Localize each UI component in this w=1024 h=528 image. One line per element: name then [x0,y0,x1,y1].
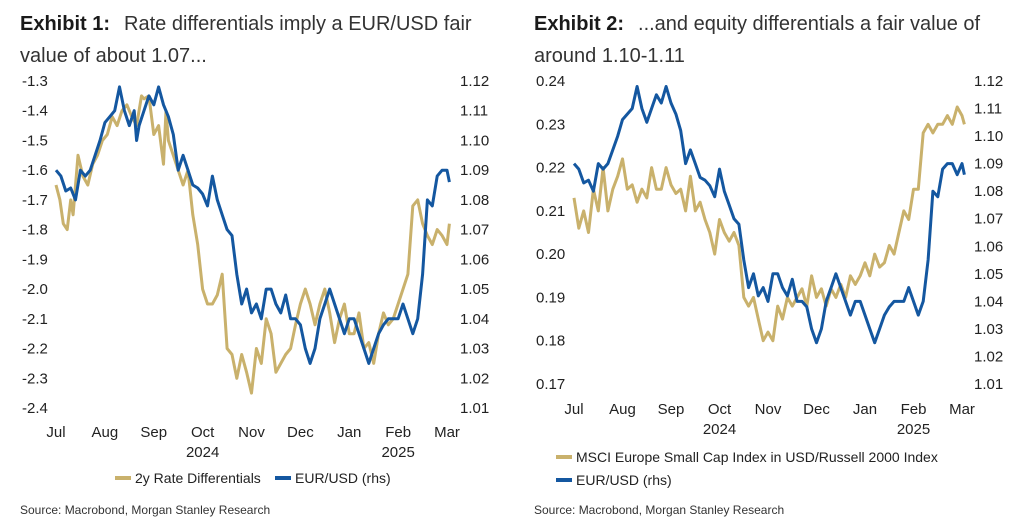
right-axis-tick-label: 1.07 [460,222,489,239]
left-axis-tick-label: -2.2 [22,341,48,358]
right-axis-tick-label: 1.12 [974,73,1003,90]
right-axis-tick-label: 1.05 [974,266,1003,283]
exhibit-2-title: Exhibit 2: ...and equity differentials a … [534,8,1004,72]
left-axis-tick-label: -1.5 [22,132,48,149]
exhibit-2-chart: 0.24 0.23 0.22 0.21 0.20 0.19 0.18 0.17 1.12 1.11… [536,73,1003,488]
x-axis-tick-label: Aug [92,424,119,441]
exhibit-1-chart: -1.3 -1.4 -1.5 -1.6 -1.7 -1.8 -1.9 -2.0 -2.1 -2.2… [22,73,489,486]
x-axis-tick-label: Sep [658,401,685,418]
right-axis-tick-label: 1.08 [460,192,489,209]
x-axis-year-label: 2025 [381,444,414,461]
right-axis-tick-label: 1.07 [974,211,1003,228]
x-axis-tick-label: Nov [755,401,782,418]
x-axis-tick-label: Jul [564,401,583,418]
left-axis-tick-label: -2.3 [22,370,48,387]
right-axis-tick-label: 1.12 [460,73,489,90]
left-axis-tick-label: 0.24 [536,73,565,90]
exhibit-2-panel: Exhibit 2: ...and equity differentials a … [514,0,1014,528]
exhibit-1-panel: Exhibit 1: Rate differentials imply a EUR… [0,0,500,528]
right-axis-tick-label: 1.03 [460,341,489,358]
exhibit-2-title-text: ...and equity differentials a fair value… [534,13,981,67]
x-axis-year-label: 2024 [703,421,736,438]
right-axis-tick-label: 1.01 [974,376,1003,393]
x-axis-tick-label: Aug [609,401,636,418]
exhibit-1-source: Source: Macrobond, Morgan Stanley Resear… [20,503,271,517]
left-axis-tick-label: -1.4 [22,103,48,120]
series-line-eurusd [54,85,451,365]
series-line-left-axis [54,94,451,395]
left-axis-tick-label: 0.23 [536,116,565,133]
left-axis-tick-label: -1.9 [22,251,48,268]
right-axis-tick-label: 1.10 [974,128,1003,145]
left-axis-tick-label: -1.8 [22,222,48,239]
x-axis-tick-label: Dec [287,424,314,441]
left-axis-tick-label: 0.22 [536,160,565,177]
x-axis-tick-label: Feb [901,401,927,418]
exhibit-1-label: Exhibit 1: [20,13,111,35]
x-axis-tick-label: Dec [803,401,830,418]
legend-label: EUR/USD (rhs) [576,472,672,488]
series-line-left-axis [572,105,966,343]
series-line-eurusd [572,85,966,345]
right-axis-tick-label: 1.02 [460,370,489,387]
x-axis-tick-label: Jul [46,424,65,441]
left-axis-tick-label: -1.3 [22,73,48,90]
right-axis-tick-label: 1.04 [460,311,489,328]
left-axis-tick-label: -1.7 [22,192,48,209]
x-axis-tick-label: Mar [434,424,460,441]
right-axis-tick-label: 1.11 [974,101,1002,118]
x-axis-tick-label: Oct [191,424,215,441]
legend-label: 2y Rate Differentials [135,470,261,486]
x-axis-tick-label: Mar [949,401,975,418]
right-axis-tick-label: 1.10 [460,132,489,149]
right-axis-tick-label: 1.01 [460,400,489,417]
left-axis-tick-label: 0.18 [536,333,565,350]
exhibit-1-title: Exhibit 1: Rate differentials imply a EUR… [20,8,490,72]
right-axis-tick-label: 1.06 [974,238,1003,255]
left-axis-tick-label: -2.4 [22,400,48,417]
legend-label: MSCI Europe Small Cap Index in USD/Russe… [576,449,938,465]
right-axis-tick-label: 1.08 [974,183,1003,200]
x-axis-tick-label: Nov [238,424,265,441]
exhibit-2-label: Exhibit 2: [534,13,625,35]
left-axis-tick-label: -2.0 [22,281,48,298]
right-axis-tick-label: 1.06 [460,251,489,268]
left-axis-tick-label: 0.17 [536,376,565,393]
left-axis-tick-label: -2.1 [22,311,48,328]
right-axis-tick-label: 1.05 [460,281,489,298]
x-axis-tick-label: Feb [385,424,411,441]
left-axis-tick-label: 0.19 [536,289,565,306]
x-axis-tick-label: Jan [853,401,877,418]
left-axis-tick-label: 0.20 [536,246,565,263]
x-axis-year-label: 2025 [897,421,930,438]
exhibit-2-source: Source: Macrobond, Morgan Stanley Resear… [534,503,785,517]
x-axis-tick-label: Sep [140,424,167,441]
left-axis-tick-label: 0.21 [536,203,565,220]
exhibit-1-title-text: Rate differentials imply a EUR/USD fair … [20,13,472,67]
x-axis-tick-label: Oct [708,401,732,418]
right-axis-tick-label: 1.02 [974,348,1003,365]
x-axis-year-label: 2024 [186,444,219,461]
right-axis-tick-label: 1.04 [974,293,1003,310]
legend-label: EUR/USD (rhs) [295,470,391,486]
right-axis-tick-label: 1.09 [974,156,1003,173]
right-axis-tick-label: 1.03 [974,321,1003,338]
x-axis-tick-label: Jan [337,424,361,441]
right-axis-tick-label: 1.09 [460,162,489,179]
right-axis-tick-label: 1.11 [460,103,488,120]
left-axis-tick-label: -1.6 [22,162,48,179]
